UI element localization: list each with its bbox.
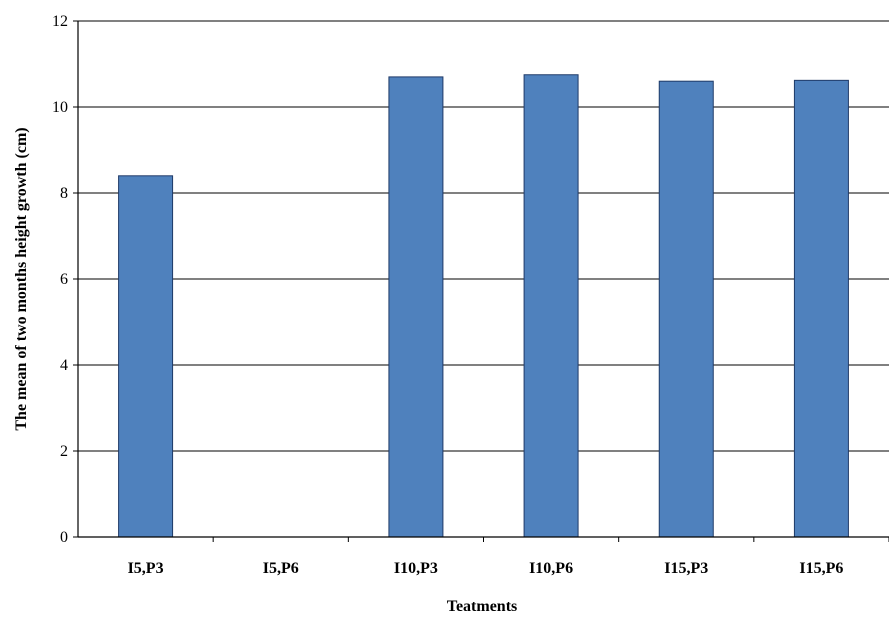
x-tick-labels: I5,P3 I5,P6 I10,P3 I10,P6 I15,P3 I15,P6 xyxy=(128,537,889,577)
x-tick-label: I15,P3 xyxy=(664,560,708,577)
y-tick-label: 0 xyxy=(60,529,68,546)
bar xyxy=(523,74,579,538)
x-tick-label: I10,P3 xyxy=(394,560,438,577)
y-tick-label: 12 xyxy=(52,13,68,30)
bar xyxy=(793,79,849,538)
y-tick-label: 4 xyxy=(60,357,68,374)
y-tick-labels: 0 2 4 6 8 10 12 xyxy=(52,13,78,546)
bars xyxy=(118,74,849,538)
y-tick-label: 6 xyxy=(60,271,68,288)
bar xyxy=(658,80,714,538)
x-tick-label: I5,P6 xyxy=(263,560,299,577)
x-tick-label: I5,P3 xyxy=(128,560,164,577)
x-tick-label: I10,P6 xyxy=(529,560,573,577)
y-tick-label: 10 xyxy=(52,99,68,116)
gridlines xyxy=(78,20,889,452)
bar xyxy=(388,76,444,538)
y-tick-label: 2 xyxy=(60,443,68,460)
y-axis-title: The mean of two months height growth (cm… xyxy=(13,127,30,430)
y-tick-label: 8 xyxy=(60,185,68,202)
bar xyxy=(118,175,174,538)
x-tick-label: I15,P6 xyxy=(799,560,843,577)
x-axis-title: Teatments xyxy=(447,598,518,615)
